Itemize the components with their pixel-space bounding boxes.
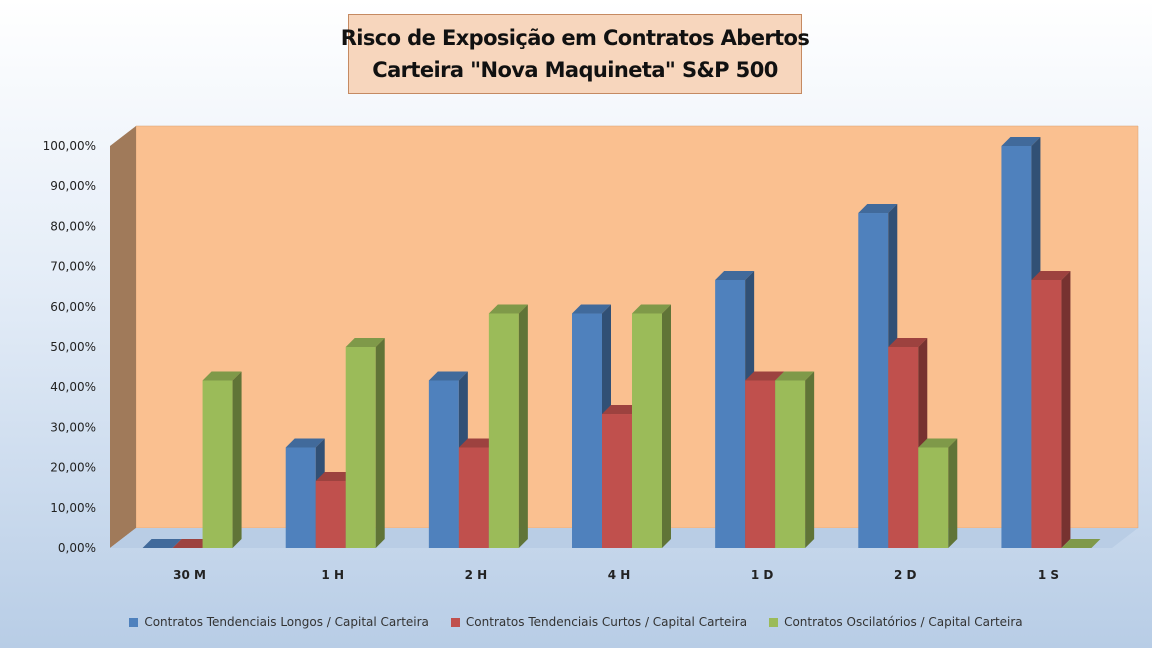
y-tick-label: 10,00% bbox=[50, 501, 96, 515]
bar bbox=[632, 304, 671, 548]
bar bbox=[775, 371, 815, 548]
bar bbox=[172, 539, 212, 548]
y-tick-label: 40,00% bbox=[50, 380, 96, 394]
bar bbox=[285, 438, 325, 548]
x-category-label: 2 H bbox=[465, 568, 488, 582]
y-tick-label: 50,00% bbox=[50, 340, 96, 354]
x-category-label: 1 H bbox=[321, 568, 344, 582]
legend-label: Contratos Oscilatórios / Capital Carteir… bbox=[784, 615, 1023, 629]
x-category-label: 4 H bbox=[608, 568, 631, 582]
bar bbox=[918, 438, 958, 548]
x-axis-categories: 30 M 1 H 2 H 4 H 1 D 2 D 1 S bbox=[173, 568, 1059, 582]
legend-swatch bbox=[450, 617, 460, 627]
bar bbox=[488, 304, 528, 548]
y-tick-label: 20,00% bbox=[50, 461, 96, 475]
y-tick-label: 60,00% bbox=[50, 300, 96, 314]
x-category-label: 1 D bbox=[751, 568, 774, 582]
chart-title-box: Risco de Exposição em Contratos Abertos … bbox=[341, 14, 810, 94]
chart-title-line2: Carteira "Nova Maquineta" S&P 500 bbox=[372, 58, 778, 82]
y-tick-label: 90,00% bbox=[50, 179, 96, 193]
side-wall bbox=[110, 126, 136, 548]
bar bbox=[142, 539, 182, 548]
legend-swatch bbox=[769, 617, 779, 627]
legend-item: Contratos Tendenciais Curtos / Capital C… bbox=[450, 615, 748, 629]
y-tick-label: 100,00% bbox=[43, 139, 96, 153]
bar bbox=[202, 371, 242, 548]
legend-swatch bbox=[129, 617, 139, 627]
legend-item: Contratos Tendenciais Longos / Capital C… bbox=[129, 615, 429, 629]
y-tick-label: 70,00% bbox=[50, 260, 96, 274]
bar bbox=[602, 405, 641, 548]
bar-chart: 0,00% 10,00% 20,00% 30,00% 40,00% 50,00% 60,00… bbox=[43, 125, 1139, 582]
legend-label: Contratos Tendenciais Curtos / Capital C… bbox=[465, 615, 748, 629]
legend-label: Contratos Tendenciais Longos / Capital C… bbox=[144, 615, 429, 629]
y-tick-label: 80,00% bbox=[50, 219, 96, 233]
legend: Contratos Tendenciais Longos / Capital C… bbox=[0, 612, 1152, 632]
x-category-label: 2 D bbox=[894, 568, 917, 582]
chart-title-line1: Risco de Exposição em Contratos Abertos bbox=[340, 26, 810, 50]
y-tick-label: 30,00% bbox=[50, 420, 96, 434]
bar bbox=[1031, 270, 1071, 548]
y-tick-label: 0,00% bbox=[58, 541, 96, 555]
y-axis-ticks: 0,00% 10,00% 20,00% 30,00% 40,00% 50,00% 60,00… bbox=[43, 139, 96, 555]
bar bbox=[345, 338, 385, 548]
bar bbox=[1061, 539, 1101, 548]
legend-item: Contratos Oscilatórios / Capital Carteir… bbox=[769, 615, 1023, 629]
bars bbox=[142, 137, 1101, 548]
x-category-label: 1 S bbox=[1038, 568, 1059, 582]
x-category-label: 30 M bbox=[173, 568, 206, 582]
bar bbox=[428, 371, 468, 548]
